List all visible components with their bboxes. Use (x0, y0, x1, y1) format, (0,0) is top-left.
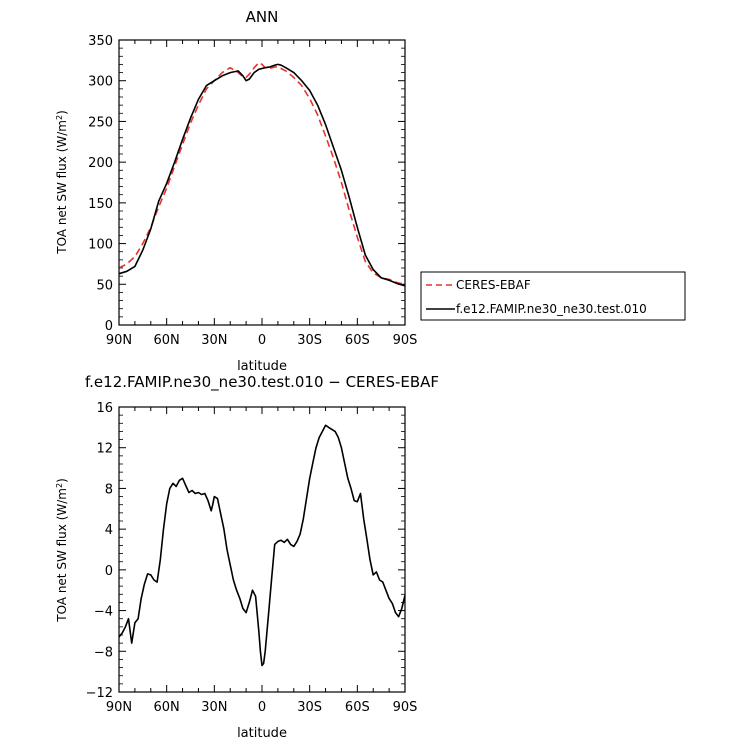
bottom-x-tick-label: 90N (106, 700, 132, 715)
top-x-tick-label: 30S (297, 333, 322, 348)
bottom-chart: f.e12.FAMIP.ne30_ne30.test.010 − CERES-E… (55, 373, 440, 741)
bottom-y-tick-label: 8 (105, 482, 113, 497)
top-x-axis-label: latitude (237, 359, 287, 374)
bottom-y-tick-label: −12 (86, 686, 113, 701)
top-y-tick-label: 300 (88, 75, 113, 90)
top-series-line-0 (118, 61, 406, 286)
bottom-y-tick-label: −8 (94, 645, 113, 660)
top-x-tick-label: 90N (106, 333, 132, 348)
bottom-y-axis-label: TOA net SW flux (W/m2) (55, 478, 70, 623)
top-series-line-1 (118, 63, 406, 287)
bottom-x-tick-label: 60S (345, 700, 370, 715)
top-y-tick-label: 200 (88, 156, 113, 171)
bottom-chart-title: f.e12.FAMIP.ne30_ne30.test.010 − CERES-E… (85, 373, 439, 392)
top-plot-frame (118, 39, 406, 326)
bottom-y-tick-label: 16 (96, 401, 113, 416)
top-y-tick-label: 0 (105, 319, 113, 334)
legend-box (420, 271, 686, 321)
top-x-tick-label: 90S (393, 333, 418, 348)
bottom-y-tick-label: 0 (105, 564, 113, 579)
top-y-axis-label: TOA net SW flux (W/m2) (55, 110, 70, 255)
top-chart-legend: CERES-EBAF f.e12.FAMIP.ne30_ne30.test.01… (420, 271, 686, 321)
legend-label-ceres: CERES-EBAF (456, 278, 531, 292)
bottom-x-tick-label: 90S (393, 700, 418, 715)
bottom-x-tick-label: 30N (201, 700, 227, 715)
top-x-tick-label: 60N (154, 333, 180, 348)
top-y-tick-label: 150 (88, 197, 113, 212)
bottom-x-tick-label: 30S (297, 700, 322, 715)
bottom-x-tick-label: 60N (154, 700, 180, 715)
top-y-tick-label: 350 (88, 34, 113, 49)
top-x-tick-label: 60S (345, 333, 370, 348)
bottom-y-tick-label: 12 (96, 442, 113, 457)
legend-label-model: f.e12.FAMIP.ne30_ne30.test.010 (456, 302, 647, 316)
top-y-tick-label: 100 (88, 238, 113, 253)
top-y-tick-label: 50 (96, 278, 113, 293)
bottom-plot-frame (118, 406, 406, 693)
bottom-x-tick-label: 0 (258, 700, 266, 715)
bottom-y-tick-label: −4 (94, 605, 113, 620)
top-x-tick-label: 30N (201, 333, 227, 348)
bottom-x-axis-label: latitude (237, 726, 287, 741)
bottom-series-line-0 (118, 424, 406, 667)
top-chart: ANN 90N 60N 30N 0 30S 60S 90S 0 50 100 150 200 250 30… (55, 8, 418, 374)
top-x-tick-label: 0 (258, 333, 266, 348)
top-chart-title: ANN (246, 8, 279, 26)
bottom-y-tick-label: 4 (105, 523, 113, 538)
top-y-tick-label: 250 (88, 115, 113, 130)
